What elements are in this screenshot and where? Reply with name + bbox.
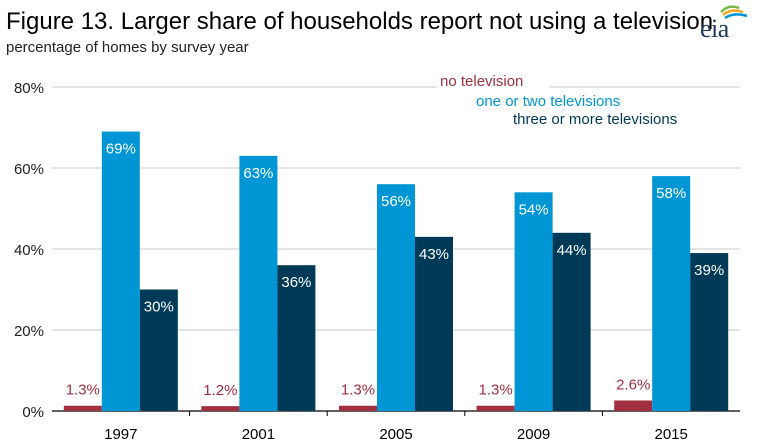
- y-tick-label: 40%: [14, 242, 44, 259]
- bar-three-or-more-televisions-2009: [552, 232, 591, 411]
- data-label: 54%: [519, 201, 549, 218]
- y-tick-label: 60%: [14, 161, 44, 178]
- bar-no-television-2005: [339, 405, 377, 411]
- data-label: 1.2%: [203, 382, 237, 399]
- bar-one-or-two-televisions-2005: [377, 184, 415, 411]
- eia-logo-text: eia: [700, 14, 729, 43]
- y-tick-label: 0%: [22, 404, 44, 421]
- legend-background: [510, 110, 721, 128]
- data-label: 56%: [381, 193, 411, 210]
- bar-no-television-2009: [476, 405, 515, 411]
- bar-no-television-2001: [201, 406, 240, 411]
- bar-three-or-more-televisions-2015: [690, 253, 729, 411]
- data-label: 43%: [419, 246, 449, 263]
- y-tick-label: 20%: [14, 323, 44, 340]
- data-label: 30%: [144, 299, 174, 316]
- bar-one-or-two-televisions-2009: [514, 192, 553, 411]
- data-label: 1.3%: [478, 382, 512, 399]
- data-label: 36%: [281, 274, 311, 291]
- legend-entry: three or more televisions: [513, 111, 677, 128]
- x-tick-label: 2015: [655, 426, 688, 443]
- x-tick-label: 2009: [517, 426, 550, 443]
- bar-one-or-two-televisions-2015: [652, 176, 691, 411]
- data-label: 39%: [694, 262, 724, 279]
- bar-one-or-two-televisions-2001: [239, 155, 278, 411]
- x-tick-label: 2001: [242, 426, 275, 443]
- bar-one-or-two-televisions-1997: [101, 131, 140, 412]
- eia-logo-icon: [720, 5, 748, 20]
- x-tick-label: 2005: [379, 426, 412, 443]
- x-tick-label: 1997: [104, 426, 137, 443]
- data-label: 2.6%: [616, 376, 650, 393]
- bar-three-or-more-televisions-2001: [277, 265, 316, 411]
- legend-background: [473, 92, 660, 110]
- legend-background: [437, 72, 550, 90]
- bar-no-television-1997: [63, 405, 102, 411]
- data-label: 63%: [243, 165, 273, 182]
- data-label: 1.3%: [66, 382, 100, 399]
- data-label: 44%: [557, 242, 587, 259]
- chart-title: Figure 13. Larger share of households re…: [6, 8, 714, 35]
- legend-entry: no television: [440, 73, 523, 90]
- data-label: 1.3%: [341, 382, 375, 399]
- bar-no-television-2015: [614, 400, 653, 411]
- data-label: 69%: [106, 141, 136, 158]
- bar-three-or-more-televisions-1997: [139, 289, 178, 411]
- bar-three-or-more-televisions-2005: [415, 236, 453, 411]
- data-label: 58%: [656, 185, 686, 202]
- legend-entry: one or two televisions: [476, 93, 620, 110]
- y-tick-label: 80%: [14, 80, 44, 97]
- chart-subtitle: percentage of homes by survey year: [6, 39, 249, 56]
